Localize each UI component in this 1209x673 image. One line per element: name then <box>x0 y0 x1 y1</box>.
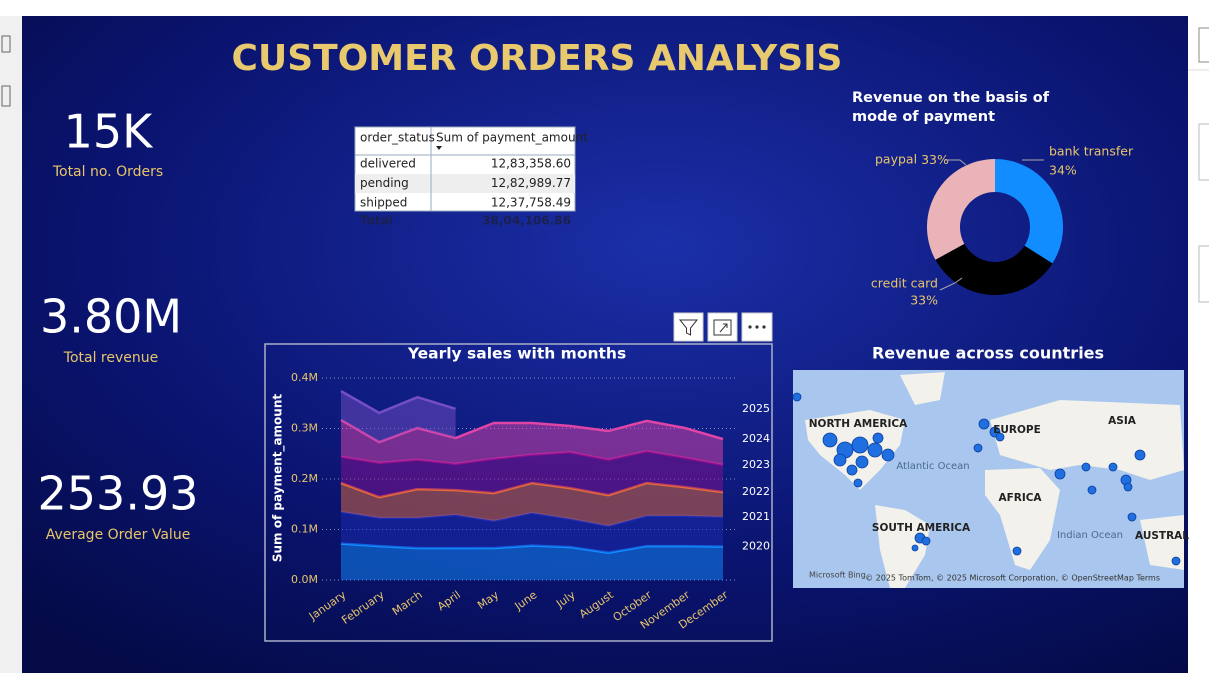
chart-title-box: Revenue on the basis of mode of payment <box>852 90 1049 125</box>
y-tick-label: 0.4M <box>291 371 318 384</box>
table-cell: pending <box>360 176 409 190</box>
donut-slice <box>935 243 1053 295</box>
y-axis-label: Sum of payment_amount <box>271 394 286 563</box>
leader-line <box>945 159 967 166</box>
kpi-value: 253.93 <box>38 467 199 521</box>
left-rail <box>0 0 22 673</box>
area-line <box>340 390 456 415</box>
right-panel <box>1188 0 1209 673</box>
map-label: EUROPE <box>993 424 1041 436</box>
map-label: Indian Ocean <box>1057 530 1123 541</box>
more-icon <box>748 325 766 329</box>
map-label: NORTH AMERICA <box>809 418 908 430</box>
legend-label: 2024 <box>742 432 770 445</box>
rail-icon[interactable] <box>1 85 11 107</box>
map-label: ASIA <box>1108 415 1137 427</box>
y-tick-label: 0.2M <box>291 472 318 485</box>
table-total: 38,04,106.86 <box>482 214 571 228</box>
filter-button[interactable] <box>673 312 704 342</box>
table <box>354 126 576 212</box>
map-label: Atlantic Ocean <box>896 461 969 472</box>
legend-label: 2023 <box>742 458 770 471</box>
map-labels: NORTH AMERICA EUROPE ASIA Atlantic Ocean AFR… <box>809 415 1190 583</box>
slice-value-label: 34% <box>1049 163 1077 178</box>
area-chart: Yearly sales with months Sum of payment_a… <box>271 345 771 632</box>
legend-label: 2021 <box>742 510 770 523</box>
map-label: SOUTH AMERICA <box>872 522 971 534</box>
area-fill <box>341 391 456 443</box>
table-header: Sum of payment_amount <box>436 131 588 145</box>
map-title: Revenue across countries <box>872 344 1104 363</box>
map-attribution: © 2025 TomTom, © 2025 Microsoft Corporat… <box>865 574 1160 583</box>
table-cell: 12,37,758.49 <box>491 196 571 210</box>
chart-title: Yearly sales with months <box>407 345 626 363</box>
donut-slice <box>995 159 1063 264</box>
table-cell: 12,82,989.77 <box>491 176 571 190</box>
focus-button[interactable] <box>707 312 738 342</box>
y-tick-label: 0.3M <box>291 422 318 435</box>
panel-box[interactable] <box>1198 123 1209 181</box>
chart-frame <box>264 343 773 642</box>
map-label: AFRICA <box>998 492 1042 504</box>
table-cell: 12,83,358.60 <box>491 157 571 171</box>
sort-arrow[interactable] <box>436 146 442 150</box>
kpi-label: Total no. Orders <box>52 164 163 180</box>
map-brand: Microsoft Bing <box>809 571 866 580</box>
top-bar <box>0 0 1188 16</box>
kpi-value: 15K <box>64 105 155 159</box>
donut-chart: Revenue on the basis of mode of payment b… <box>852 90 1134 308</box>
table-cell: shipped <box>360 196 407 210</box>
slice-label: bank transfer <box>1049 144 1134 159</box>
legend-label: 2020 <box>742 540 770 553</box>
area-line <box>340 418 724 444</box>
leader-line <box>939 277 963 291</box>
panel-input[interactable] <box>1198 27 1209 63</box>
legend-label: 2022 <box>742 485 770 498</box>
area-fill <box>341 419 723 465</box>
table-text: order_status Sum of payment_amountdeliver… <box>360 131 588 228</box>
panel-box[interactable] <box>1198 245 1209 303</box>
kpi-label: Total revenue <box>63 350 158 366</box>
kpi-group: 15K Total no. Orders 3.80M Total revenue 253… <box>38 105 199 544</box>
chart-title: Revenue on the basis of mode of payment <box>852 90 1049 125</box>
slice-label: credit card <box>871 276 938 291</box>
kpi-value: 3.80M <box>40 290 182 344</box>
y-tick-label: 0.0M <box>291 573 318 586</box>
legend-label: 2025 <box>742 402 770 415</box>
kpi-label: Average Order Value <box>46 527 191 543</box>
donut-slice <box>927 159 995 260</box>
map-label: AUSTRAL <box>1135 530 1189 542</box>
slice-value-label: 33% <box>921 152 949 167</box>
table-row-band <box>355 174 575 193</box>
page-title: CUSTOMER ORDERS ANALYSIS <box>232 38 843 79</box>
slice-label: paypal 33% <box>875 152 949 167</box>
focus-icon <box>713 319 732 336</box>
table-total: Total <box>360 214 393 228</box>
slice-value-label: 33% <box>910 293 938 308</box>
table-cell: delivered <box>360 157 416 171</box>
filter-icon <box>678 319 699 336</box>
area-fill <box>341 543 723 580</box>
table-header: order_status <box>360 131 435 145</box>
y-tick-label: 0.1M <box>291 523 318 536</box>
area-fill <box>341 483 723 526</box>
rail-icon[interactable] <box>1 35 11 53</box>
map-points <box>792 392 1181 566</box>
